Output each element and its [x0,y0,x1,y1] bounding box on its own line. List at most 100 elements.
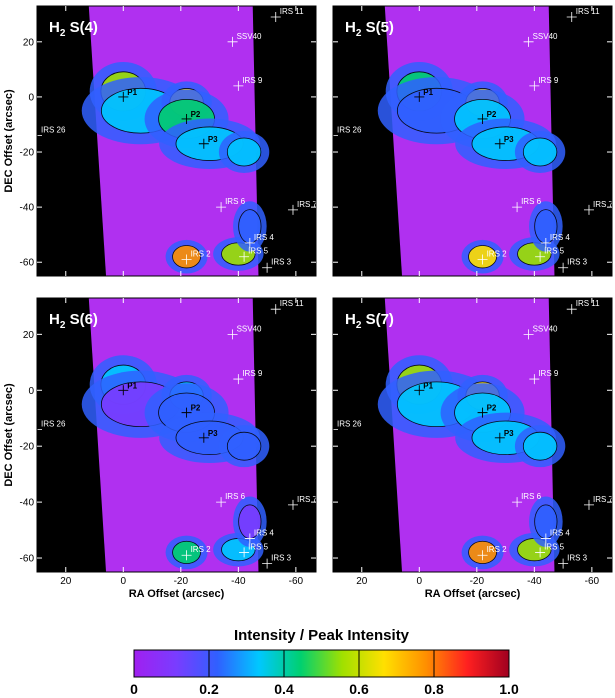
panel-frame [36,5,317,277]
peak-label: P1 [127,88,137,97]
peak-label: P1 [423,381,433,390]
source-label: IRS 26 [41,125,66,134]
source-marker [227,329,238,340]
colorbar-tick-label: 0.6 [349,681,369,697]
panel-title: H2 S(5) [345,19,394,39]
source-marker [583,204,594,215]
peak-label: P2 [487,404,497,413]
source-label: IRS 6 [521,492,542,501]
peak-label: P2 [487,110,497,119]
colorbar-tick-label: 0.8 [424,681,444,697]
colorbar-tick-label: 1.0 [499,681,519,697]
panel-title: H2 S(6) [49,311,98,331]
source-marker [566,304,577,315]
source-label: SSV40 [237,32,262,41]
peak-marker [198,432,209,443]
source-label: IRS 7 [593,495,614,504]
source-label: SSV40 [237,324,262,333]
source-marker [270,12,281,23]
source-label: SSV40 [533,324,558,333]
source-label: IRS 2 [191,545,212,554]
peak-label: P3 [504,429,514,438]
y-tick-label: -40 [20,203,35,214]
source-marker [233,374,244,385]
source-marker [529,80,540,91]
peak-marker [494,138,505,149]
y-tick-label: 0 [28,386,34,397]
y-tick-label: 20 [23,330,35,341]
source-label: IRS 9 [242,369,263,378]
emission-region [522,431,558,461]
source-label: IRS 11 [280,299,304,308]
colorbar-tick-label: 0.4 [274,681,294,697]
peak-marker [414,91,425,102]
y-tick-label: 0 [28,92,34,103]
x-axis-title: RA Offset (arcsec) [129,588,225,600]
source-marker [540,237,551,248]
panels: IRS 11 SSV40 IRS 9 IRS 26 IRS 6 IRS 7 IRS 4 IRS… [3,5,614,600]
panel-frame [332,5,613,277]
source-marker [523,36,534,47]
source-label: IRS 3 [271,554,292,563]
x-tick-label: 20 [356,576,368,587]
source-label: IRS 2 [191,249,212,258]
colorbar-gradient [133,649,510,678]
source-label: IRS 6 [521,197,542,206]
colorbar-title: Intensity / Peak Intensity [234,627,410,644]
source-marker [540,533,551,544]
source-label: IRS 26 [337,419,362,428]
source-marker [181,550,192,561]
peak-marker [494,432,505,443]
panel-3: IRS 11 SSV40 IRS 9 IRS 26 IRS 6 IRS 7 IRS 4 IRS… [3,297,318,600]
panel-title: H2 S(7) [345,311,394,331]
panel-frame [332,297,613,573]
y-axis-title: DEC Offset (arcsec) [3,383,15,487]
source-label: IRS 11 [280,7,304,16]
source-label: IRS 7 [297,495,318,504]
source-marker [216,202,227,213]
source-label: IRS 11 [576,7,600,16]
peak-marker [118,385,129,396]
y-tick-label: -40 [20,498,35,509]
emission-region [226,137,262,167]
source-label: IRS 5 [544,542,565,551]
peak-marker [198,138,209,149]
source-label: IRS 9 [242,76,263,85]
source-label: SSV40 [533,32,558,41]
peak-label: P3 [504,135,514,144]
source-marker [181,254,192,265]
y-axis-title: DEC Offset (arcsec) [3,89,15,193]
source-marker [512,497,523,508]
source-marker [535,547,546,558]
peak-marker [181,113,192,124]
peak-label: P2 [191,404,201,413]
x-tick-label: 0 [121,576,127,587]
source-marker [239,547,250,558]
source-label: IRS 4 [254,233,275,242]
source-label: IRS 3 [271,258,292,267]
source-label: IRS 9 [538,369,559,378]
peak-marker [477,407,488,418]
x-tick-label: -60 [585,576,600,587]
source-marker [227,36,238,47]
source-marker [287,204,298,215]
x-tick-label: -60 [289,576,304,587]
colorbar: Intensity / Peak Intensity 0 0.2 0.4 0.6 0.8 1… [130,627,519,697]
emission-region [522,137,558,167]
panel-2: IRS 11 SSV40 IRS 9 IRS 26 IRS 6 IRS 7 IRS 4 IRS… [328,5,614,277]
source-label: IRS 4 [550,233,571,242]
source-marker [262,558,273,569]
peak-label: P3 [208,429,218,438]
source-marker [287,499,298,510]
source-marker [558,262,569,273]
source-marker [566,12,577,23]
source-label: IRS 4 [254,528,275,537]
source-label: IRS 3 [567,258,588,267]
y-tick-label: -60 [20,258,35,269]
x-tick-label: 0 [417,576,423,587]
peak-label: P1 [423,88,433,97]
source-marker [244,533,255,544]
source-label: IRS 26 [41,419,66,428]
source-label: IRS 2 [487,545,508,554]
